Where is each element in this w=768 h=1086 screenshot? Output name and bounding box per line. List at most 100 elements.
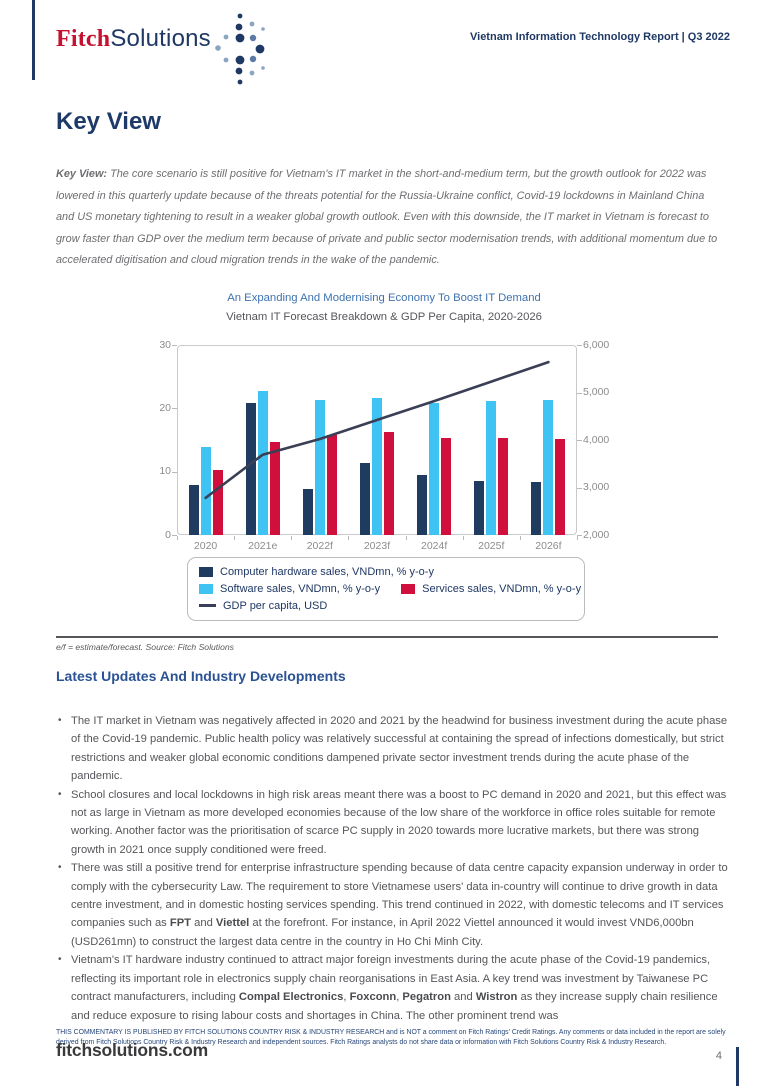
- bullet-item: The IT market in Vietnam was negatively …: [58, 712, 734, 786]
- bar: [200, 447, 211, 535]
- x-axis-label: 2026f: [535, 540, 562, 552]
- bar: [474, 480, 485, 535]
- chart-plot: [177, 345, 577, 535]
- axis-tick: [172, 345, 177, 346]
- x-axis-label: 2025f: [478, 540, 505, 552]
- bullet-item: There was still a positive trend for ent…: [58, 859, 734, 951]
- axis-tick: [177, 536, 178, 540]
- legend-row: Computer hardware sales, VNDmn, % y-o-y: [199, 563, 573, 580]
- bullet-item: School closures and local lockdowns in h…: [58, 786, 734, 860]
- y-axis-right-label: 6,000: [583, 338, 610, 351]
- y-axis-right-label: 3,000: [583, 481, 610, 493]
- axis-tick: [577, 536, 578, 540]
- chart-legend: Computer hardware sales, VNDmn, % y-o-y …: [187, 557, 585, 621]
- bar: [326, 434, 337, 535]
- y-axis-right-label: 2,000: [583, 528, 610, 541]
- axis-tick: [172, 535, 177, 536]
- logo-starburst-icon: [215, 13, 265, 85]
- logo-fitch-text: Fitch: [56, 26, 111, 52]
- legend-item-software: Software sales, VNDmn, % y-o-y: [199, 583, 380, 595]
- bar: [498, 438, 509, 535]
- page-title: Key View: [56, 108, 161, 135]
- x-axis-label: 2020: [193, 540, 218, 552]
- bar: [314, 399, 325, 535]
- chart-subtitle: Vietnam IT Forecast Breakdown & GDP Per …: [226, 311, 542, 323]
- axis-tick: [462, 536, 464, 540]
- gdp-line-swatch: [199, 604, 216, 607]
- bar-group-2026f: [520, 345, 577, 535]
- bar: [302, 489, 313, 535]
- axis-tick: [234, 536, 236, 540]
- updates-bullet-list: The IT market in Vietnam was negatively …: [58, 712, 734, 1025]
- bar-group-2021e: [234, 345, 291, 535]
- y-axis-right-label: 4,000: [583, 433, 610, 446]
- right-accent-bar: [736, 1047, 739, 1086]
- left-accent-bar: [32, 0, 35, 80]
- key-view-paragraph: Key View: The core scenario is still pos…: [56, 168, 718, 266]
- chart-footnote-rule: [56, 636, 718, 638]
- chart: 0 10 20 30 2,000 3,000 4,000 5,000 6,000: [159, 339, 609, 541]
- axis-tick: [577, 535, 582, 536]
- bar: [257, 390, 268, 535]
- axis-tick: [577, 345, 582, 346]
- bullet-item: Vietnam's IT hardware industry continued…: [58, 951, 734, 1025]
- fitchsolutions-link[interactable]: fitchsolutions.com: [56, 1040, 208, 1060]
- bar: [383, 431, 394, 535]
- bar: [441, 437, 452, 535]
- axis-tick: [577, 440, 582, 441]
- report-title: Vietnam Information Technology Report | …: [470, 31, 730, 43]
- bar-group-2022f: [291, 345, 348, 535]
- services-series-swatch: [401, 583, 416, 594]
- page-number: 4: [715, 1050, 722, 1062]
- x-axis-label: 2024f: [420, 540, 448, 552]
- bar: [269, 441, 280, 535]
- legend-label-services: Services sales, VNDmn, % y-o-y: [422, 582, 582, 595]
- axis-tick: [291, 536, 293, 540]
- fitch-solutions-logo: FitchSolutions: [56, 13, 271, 86]
- legend-label-software: Software sales, VNDmn, % y-o-y: [220, 582, 381, 595]
- hardware-series-swatch: [199, 566, 213, 577]
- bar: [245, 403, 256, 535]
- x-axis-label: 2022f: [306, 540, 333, 552]
- chart-footnote: e/f = estimate/forecast. Source: Fitch S…: [56, 642, 234, 652]
- bar: [531, 482, 542, 535]
- legend-item-services: Services sales, VNDmn, % y-o-y: [401, 583, 581, 595]
- legend-row: GDP per capita, USD: [199, 597, 573, 614]
- bar: [429, 402, 440, 535]
- y-axis-left-label: 20: [159, 401, 171, 414]
- legend-row: Software sales, VNDmn, % y-o-y Services …: [199, 580, 581, 597]
- section-heading: Latest Updates And Industry Developments: [56, 668, 346, 684]
- logo-wordmark: FitchSolutions: [56, 24, 211, 54]
- bar: [371, 397, 382, 535]
- axis-tick: [172, 408, 177, 410]
- x-axis-label: 2021e: [248, 540, 278, 552]
- bar: [543, 399, 554, 535]
- chart-x-axis-labels: 2020 2021e 2022f 2023f 2024f 2025f 2026f: [177, 540, 577, 552]
- bar: [555, 438, 566, 535]
- footer-disclaimer: THIS COMMENTARY IS PUBLISHED BY FITCH SO…: [56, 1029, 726, 1046]
- bar-group-2025f: [463, 345, 520, 535]
- y-axis-left-label: 0: [165, 528, 171, 541]
- axis-tick: [519, 536, 521, 540]
- y-axis-left-label: 30: [159, 338, 171, 351]
- axis-tick: [405, 536, 407, 540]
- axis-tick: [577, 392, 582, 394]
- legend-label-gdp: GDP per capita, USD: [223, 599, 328, 612]
- chart-title: An Expanding And Modernising Economy To …: [227, 292, 541, 304]
- bar: [486, 400, 497, 535]
- software-series-swatch: [199, 583, 213, 594]
- axis-tick: [348, 536, 350, 540]
- legend-label-hardware: Computer hardware sales, VNDmn, % y-o-y: [220, 565, 434, 578]
- x-axis-label: 2023f: [363, 540, 391, 552]
- bar-group-2024f: [406, 345, 463, 535]
- bar: [188, 485, 199, 535]
- y-axis-right-label: 5,000: [583, 386, 610, 398]
- axis-tick: [172, 471, 177, 473]
- bar-group-2020: [177, 345, 234, 535]
- bar: [417, 474, 428, 535]
- y-axis-left-label: 10: [159, 465, 171, 478]
- axis-tick: [577, 487, 582, 489]
- bar: [359, 463, 370, 535]
- bar: [212, 469, 223, 535]
